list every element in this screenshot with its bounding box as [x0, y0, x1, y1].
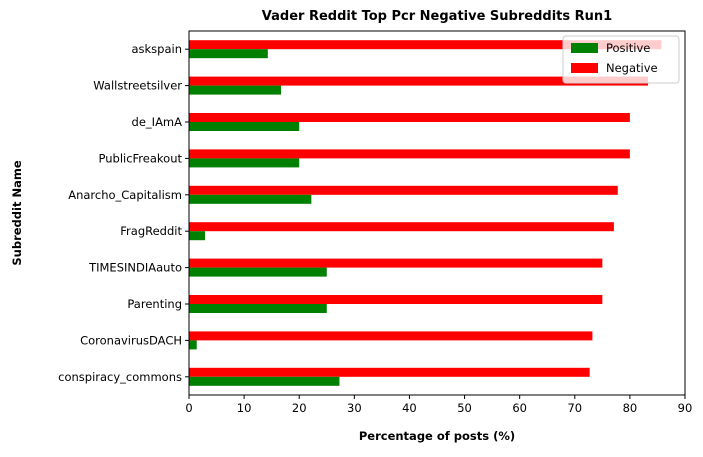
x-tick-label: 50 — [457, 401, 472, 415]
y-tick-label: Anarcho_Capitalism — [68, 188, 182, 202]
bar-negative-publicfreakout — [189, 149, 630, 159]
y-tick-label: Wallstreetsilver — [93, 79, 182, 93]
y-tick-label: askspain — [131, 42, 182, 56]
bar-negative-parenting — [189, 295, 603, 304]
bars-layer — [189, 40, 662, 386]
x-tick-label: 90 — [678, 401, 693, 415]
bar-positive-parenting — [189, 304, 327, 313]
legend-swatch-positive — [571, 43, 598, 53]
bar-positive-fragreddit — [189, 231, 205, 241]
y-tick-label: Parenting — [127, 297, 182, 311]
x-tick-label: 60 — [512, 401, 527, 415]
y-tick-label: de_IAmA — [132, 115, 183, 129]
bar-positive-publicfreakout — [189, 158, 300, 168]
y-tick-label: conspiracy_commons — [58, 370, 182, 384]
bar-positive-de-iama — [189, 122, 300, 131]
x-tick-label: 70 — [567, 401, 582, 415]
bar-positive-askspain — [189, 49, 268, 59]
x-tick-label: 10 — [237, 401, 252, 415]
y-axis-label: Subreddit Name — [10, 160, 24, 265]
legend: Positive Negative — [562, 35, 680, 84]
x-axis: 0 10 20 30 40 50 60 70 80 90 — [185, 395, 692, 415]
x-tick-label: 0 — [185, 401, 192, 415]
y-tick-label: PublicFreakout — [99, 151, 183, 165]
y-tick-label: FragReddit — [120, 224, 182, 238]
bar-negative-de-iama — [189, 113, 630, 122]
bar-negative-timesindiaauto — [189, 258, 603, 268]
bar-negative-coronavirusdach — [189, 331, 593, 341]
bar-negative-fragreddit — [189, 222, 614, 232]
plot-frame — [188, 30, 686, 396]
x-tick-label: 20 — [292, 401, 307, 415]
y-tick-label: CoronavirusDACH — [80, 333, 182, 347]
y-axis: askspain Wallstreetsilver de_IAmA PublicFre… — [58, 42, 189, 384]
chart-title: Vader Reddit Top Pcr Negative Subreddits… — [262, 9, 612, 24]
bar-negative-conspiracy-commons — [189, 367, 590, 377]
x-tick-label: 80 — [623, 401, 638, 415]
bar-positive-timesindiaauto — [189, 267, 327, 277]
legend-label-negative: Negative — [606, 61, 658, 75]
legend-label-positive: Positive — [606, 41, 650, 55]
bar-positive-anarcho-capitalism — [189, 194, 312, 204]
bar-negative-anarcho-capitalism — [189, 185, 618, 195]
bar-positive-coronavirusdach — [189, 340, 197, 350]
bar-positive-wallstreetsilver — [189, 85, 282, 95]
y-tick-label: TIMESINDIAauto — [88, 261, 182, 275]
bar-positive-conspiracy-commons — [189, 376, 340, 386]
x-tick-label: 30 — [347, 401, 362, 415]
x-axis-label: Percentage of posts (%) — [359, 429, 515, 443]
bar-negative-askspain — [189, 40, 662, 50]
legend-swatch-negative — [571, 63, 598, 73]
x-tick-label: 40 — [402, 401, 417, 415]
bar-negative-wallstreetsilver — [189, 76, 649, 86]
